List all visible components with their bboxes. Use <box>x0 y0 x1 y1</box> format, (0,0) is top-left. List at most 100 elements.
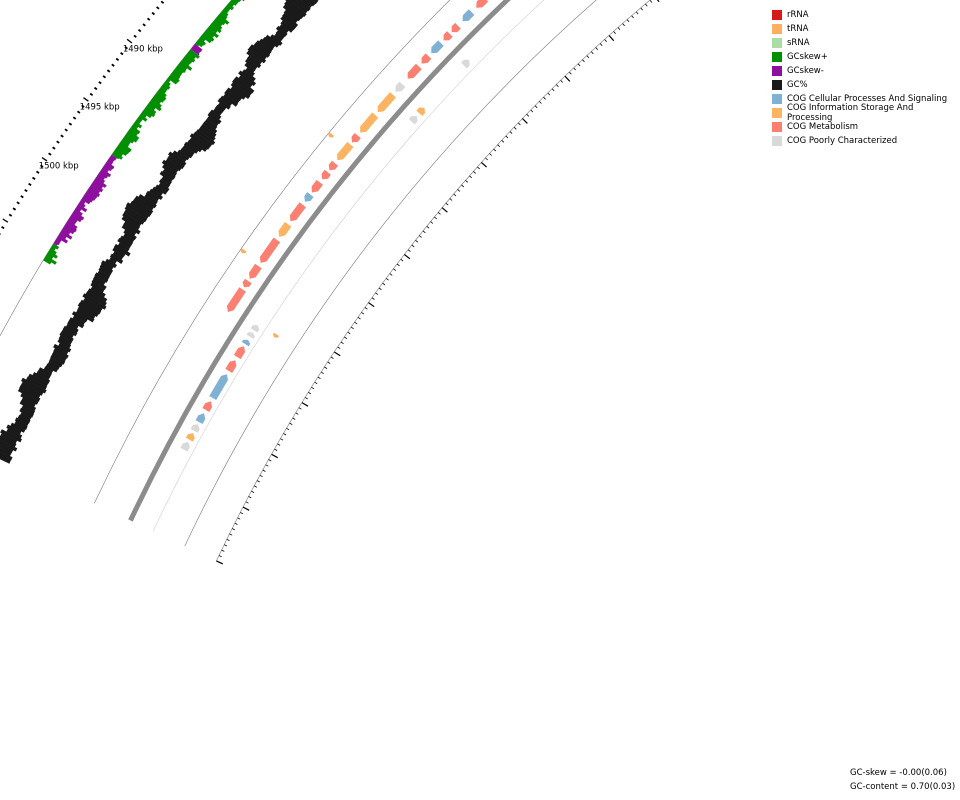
inner-minor-tick <box>530 109 534 113</box>
legend-swatch <box>772 10 782 20</box>
gc-skew-positive-bar <box>159 87 167 94</box>
gc-skew-negative-bar <box>81 196 91 205</box>
minor-tick <box>133 34 137 38</box>
gc-skew-positive-bar <box>148 100 162 112</box>
gc-content-bar <box>0 439 18 452</box>
legend-label: COG Cellular Processes And Signaling <box>787 94 948 104</box>
inner-minor-tick <box>298 407 302 410</box>
inner-minor-tick <box>613 31 616 34</box>
inner-minor-tick <box>407 249 411 252</box>
minor-tick <box>32 176 36 180</box>
gc-content-bar <box>36 370 51 380</box>
gc-skew-positive-bar <box>48 248 57 255</box>
inner-minor-tick <box>295 412 299 415</box>
guide-circle <box>152 0 545 532</box>
inner-minor-tick <box>378 287 382 291</box>
gc-content-bar <box>226 87 242 102</box>
gc-skew-negative-bar <box>64 223 77 233</box>
inner-minor-tick <box>461 184 465 188</box>
gc-skew-stat: GC-skew = -0.00(0.06) <box>850 768 947 778</box>
gc-content-bar <box>145 190 160 202</box>
gc-content-bar <box>108 257 117 265</box>
inner-major-tick <box>404 254 411 260</box>
gc-content-bar <box>247 47 267 64</box>
legend-swatch <box>772 80 782 90</box>
gc-content-bar <box>130 200 152 217</box>
inner-minor-tick <box>375 292 379 295</box>
gc-content-bar <box>158 178 171 189</box>
gc-content-bar <box>93 275 106 286</box>
gc-skew-positive-bar <box>123 135 135 144</box>
gc-skew-positive-bar <box>206 27 219 39</box>
gc-content-bar <box>0 433 18 444</box>
gc-skew-positive-bar <box>187 51 196 60</box>
gc-content-bar <box>207 112 222 125</box>
gc-content-bar <box>19 400 37 412</box>
minor-tick <box>24 189 28 193</box>
gc-content-bar <box>21 405 35 415</box>
cds-feature-reverse <box>461 59 470 69</box>
gc-content-bar <box>193 131 213 148</box>
gc-skew-positive-bar <box>224 5 231 12</box>
cds-feature-forward <box>328 160 339 171</box>
gc-skew-positive-bar <box>117 144 130 155</box>
gc-content-bar <box>50 354 66 365</box>
legend-label: GCskew+ <box>787 52 828 62</box>
inner-major-tick <box>564 75 571 82</box>
gc-skew-negative-bar <box>69 215 78 223</box>
legend-label: COG Poorly Characterized <box>787 136 898 146</box>
inner-minor-tick <box>400 258 404 262</box>
gc-skew-positive-bar <box>120 139 130 148</box>
gc-content-bar <box>285 0 307 17</box>
legend-item: COG Metabolism <box>772 120 960 134</box>
inner-minor-tick <box>324 366 328 369</box>
cds-feature-forward <box>242 278 252 288</box>
gc-skew-negative-bar <box>79 199 86 205</box>
guide-circle <box>94 0 451 504</box>
inner-minor-tick <box>473 171 476 174</box>
gc-content-bar <box>213 107 222 116</box>
gc-content-bar <box>165 158 182 172</box>
gc-skew-positive-bar <box>150 98 162 108</box>
gc-skew-negative-bar <box>108 157 115 163</box>
inner-minor-tick <box>551 88 555 92</box>
legend-item: GCskew- <box>772 64 960 78</box>
gc-skew-negative-bar <box>102 166 109 173</box>
gc-content-bar <box>182 144 195 156</box>
gc-content-bar <box>155 184 168 195</box>
inner-minor-tick <box>226 538 230 541</box>
gc-skew-negative-bar <box>57 235 68 244</box>
minor-tick <box>106 69 111 73</box>
gc-content-bar <box>300 0 313 9</box>
gc-content-bar <box>161 176 172 186</box>
gc-content-bar <box>21 397 36 408</box>
minor-tick <box>160 0 165 4</box>
inner-minor-tick <box>259 474 263 478</box>
gc-content-bar <box>0 455 11 464</box>
gc-content-bar <box>162 164 177 177</box>
legend-item: sRNA <box>772 36 960 50</box>
gc-content-bar <box>26 376 47 390</box>
gc-content-bar <box>6 428 23 439</box>
inner-major-tick <box>301 402 309 407</box>
gc-content-bar <box>275 30 286 40</box>
minor-tick <box>12 207 17 211</box>
inner-major-tick <box>521 118 528 124</box>
cds-feature-forward <box>259 237 281 263</box>
edge-fade <box>780 0 960 180</box>
inner-minor-tick <box>361 312 365 315</box>
gc-skew-negative-bar <box>110 154 117 161</box>
gc-skew-positive-bar <box>133 121 143 129</box>
gc-skew-positive-bar <box>204 29 215 38</box>
gc-content-bar <box>109 253 124 264</box>
gc-content-bar <box>134 195 154 211</box>
inner-minor-tick <box>453 193 457 197</box>
cds-feature-forward <box>321 169 331 180</box>
gc-content-bar <box>279 24 289 34</box>
gc-content-bar <box>282 4 302 22</box>
inner-minor-tick <box>337 346 341 349</box>
gc-content-bar <box>282 13 299 28</box>
gc-skew-negative-bar <box>190 48 200 56</box>
minor-tick <box>48 152 52 156</box>
gc-content-bar <box>10 422 26 433</box>
